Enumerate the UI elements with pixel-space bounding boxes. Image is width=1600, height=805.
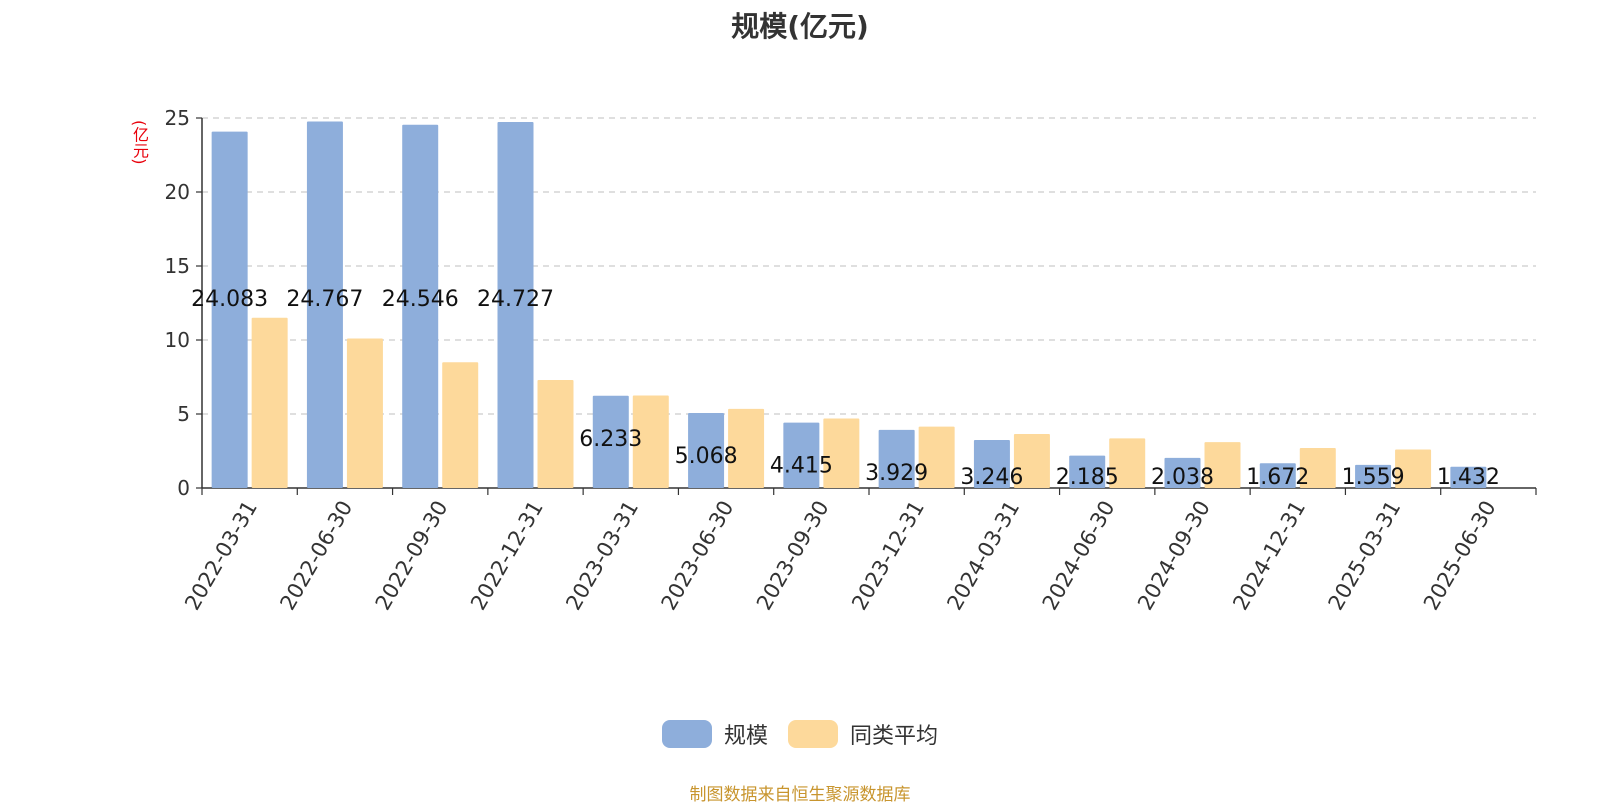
data-label-series-0: 6.233: [579, 427, 642, 452]
data-label-series-0: 1.559: [1342, 465, 1405, 490]
bar-series-0: [306, 121, 343, 489]
bar-series-1: [1204, 442, 1241, 488]
x-tick-label: 2024-03-31: [942, 497, 1024, 615]
bar-series-0: [211, 131, 248, 488]
bar-series-0: [1355, 464, 1392, 488]
x-tick-label: 2022-03-31: [180, 497, 262, 615]
bar-series-0: [402, 124, 439, 488]
source-note: 制图数据来自恒生聚源数据库: [689, 785, 911, 805]
y-tick-label: 0: [177, 476, 190, 500]
bar-series-0: [1450, 466, 1487, 488]
x-tick-label: 2022-09-30: [371, 497, 453, 615]
x-tick-label: 2022-12-31: [466, 497, 548, 615]
data-label-series-0: 3.246: [960, 465, 1023, 490]
data-label-series-0: 2.185: [1056, 465, 1119, 490]
y-tick-label: 5: [177, 402, 190, 426]
data-label-series-0: 5.068: [675, 444, 738, 469]
bar-series-1: [346, 338, 383, 488]
x-tick-label: 2025-06-30: [1419, 497, 1501, 615]
x-tick-label: 2024-06-30: [1038, 497, 1120, 615]
x-tick-label: 2025-03-31: [1324, 497, 1406, 615]
y-tick-label: 20: [165, 180, 190, 204]
bar-series-0: [1259, 463, 1296, 488]
x-tick-label: 2024-12-31: [1228, 497, 1310, 615]
bar-series-1: [442, 362, 479, 488]
x-tick-label: 2023-03-31: [561, 497, 643, 615]
bar-series-1: [1299, 448, 1336, 488]
bar-series-1: [1013, 433, 1050, 488]
data-label-series-0: 24.546: [382, 287, 459, 312]
data-label-series-0: 1.432: [1437, 465, 1500, 490]
bar-series-0: [592, 395, 629, 488]
x-tick-label: 2023-06-30: [657, 497, 739, 615]
bar-series-0: [783, 422, 820, 488]
bar-series-1: [823, 418, 860, 488]
bar-series-0: [497, 122, 534, 488]
legend-item-series-0[interactable]: 规模: [661, 718, 768, 750]
y-tick-label: 10: [165, 328, 190, 352]
bar-series-0: [973, 439, 1010, 488]
data-label-series-0: 24.767: [286, 287, 363, 312]
legend: 规模 同类平均: [0, 718, 1600, 750]
legend-swatch-series-1: [788, 720, 838, 748]
bar-series-1: [537, 379, 574, 488]
legend-label-series-0: 规模: [723, 724, 768, 749]
bar-series-1: [1395, 449, 1432, 488]
chart-title: 规模(亿元): [731, 10, 869, 43]
x-tick-label: 2022-06-30: [275, 497, 357, 615]
data-label-series-0: 1.672: [1246, 465, 1309, 490]
y-tick-label: 25: [165, 106, 190, 130]
y-tick-label: 15: [165, 254, 190, 278]
bar-series-0: [1069, 455, 1106, 488]
legend-label-series-1: 同类平均: [850, 724, 939, 749]
x-tick-label: 2023-12-31: [847, 496, 929, 614]
bar-series-1: [728, 408, 765, 488]
bar-series-1: [632, 395, 669, 488]
data-label-series-0: 4.415: [770, 454, 833, 479]
bar-series-1: [1109, 438, 1146, 488]
data-label-series-0: 2.038: [1151, 465, 1214, 490]
data-label-series-0: 24.083: [191, 287, 268, 312]
data-label-series-0: 3.929: [865, 461, 928, 486]
legend-item-series-1[interactable]: 同类平均: [788, 718, 938, 750]
x-tick-label: 2023-09-30: [752, 497, 834, 615]
y-axis-unit-label: (亿元): [130, 120, 149, 165]
x-tick-label: 2024-09-30: [1133, 497, 1215, 615]
bar-series-1: [251, 317, 288, 488]
bar-series-0: [878, 429, 915, 488]
bar-series-0: [688, 412, 725, 488]
bar-series-0: [1164, 457, 1201, 488]
bar-series-1: [918, 426, 955, 488]
data-label-series-0: 24.727: [477, 287, 554, 312]
legend-swatch-series-0: [661, 720, 712, 748]
